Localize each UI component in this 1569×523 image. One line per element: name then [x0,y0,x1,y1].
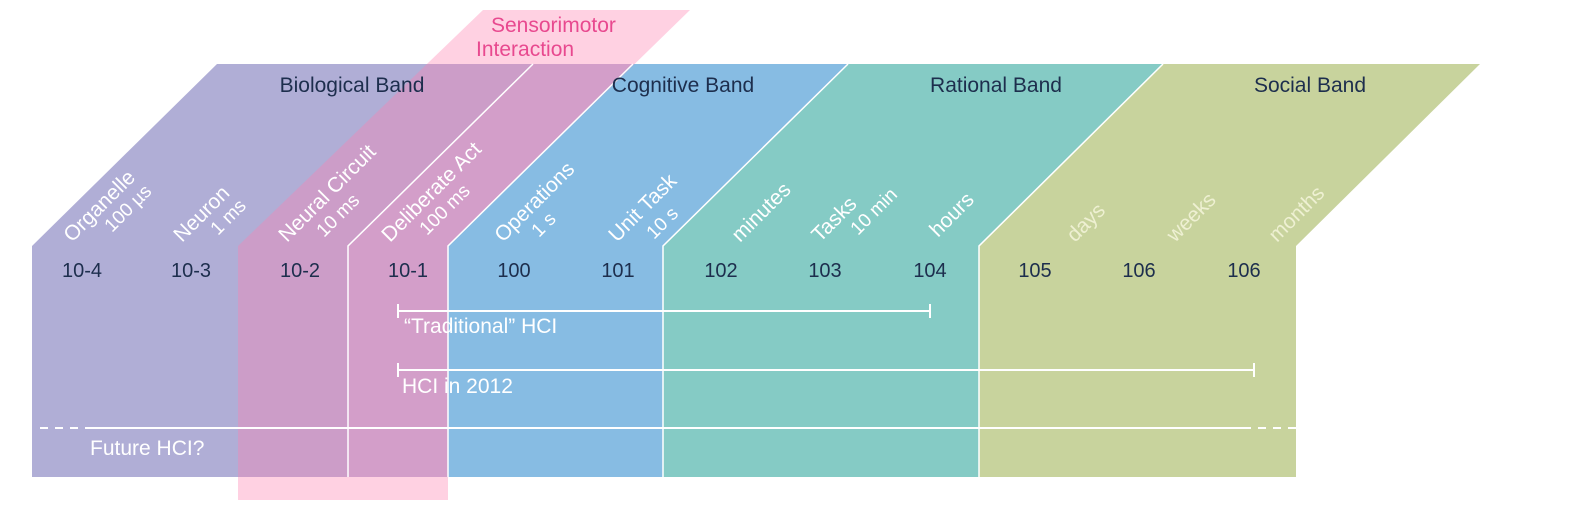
cognitive-band-region [448,64,848,477]
rational-band-title: Rational Band [930,74,1062,97]
scale-label: 102 [704,260,737,282]
cognitive-band-title: Cognitive Band [612,74,754,97]
scale-label: 106 [1227,260,1260,282]
divider-deliberate-act [347,63,534,477]
hci-2012-label: HCI in 2012 [402,375,513,398]
scale-labels: 10-4 10-3 10-2 10-1 100 101 102 103 104 … [62,260,1261,282]
sensorimotor-label-line2: Interaction [476,38,574,61]
hci-2012-range [397,363,1255,377]
scale-label: 103 [808,260,841,282]
scale-label: 10-3 [171,260,211,282]
scale-label: 10-1 [388,260,428,282]
biological-cognitive-overlap-region [348,64,633,477]
social-band-title: Social Band [1254,74,1366,97]
scale-label: 104 [913,260,946,282]
band-regions [32,64,1480,477]
future-hci-label: Future HCI? [90,437,204,460]
traditional-hci-label: “Traditional” HCI [404,315,557,338]
divider-cognitive [447,63,634,477]
rational-band-region [663,64,1163,477]
divider-rational [662,63,849,477]
sensorimotor-label-line1: Sensorimotor [491,14,616,37]
scale-label: 10-4 [62,260,102,282]
scale-label: 100 [497,260,530,282]
sensorimotor-region [238,10,690,500]
biological-band-title: Biological Band [280,74,425,97]
scale-label: 105 [1018,260,1051,282]
divider-social [978,63,1164,477]
band-dividers [347,63,1164,477]
scale-label: 101 [601,260,634,282]
biological-band-region [32,64,533,477]
social-band-region [979,64,1480,477]
scale-label: 106 [1122,260,1155,282]
traditional-hci-range [397,304,931,318]
scale-label: 10-2 [280,260,320,282]
